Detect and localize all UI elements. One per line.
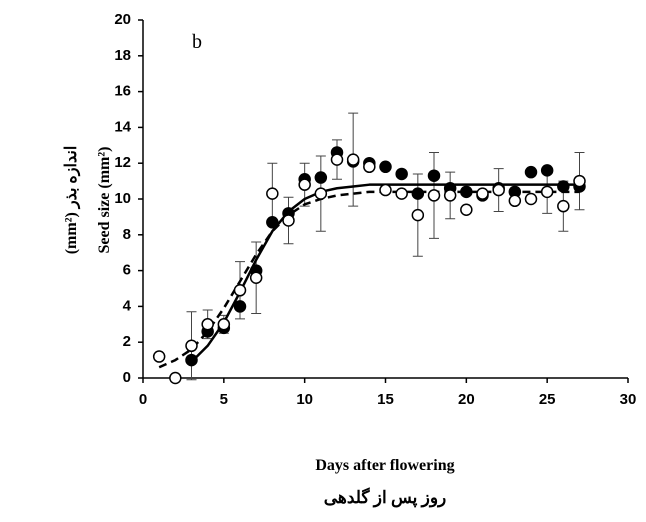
y-tick-label: 6: [123, 262, 131, 279]
data-point: [508, 194, 522, 208]
y-tick-label: 20: [114, 11, 131, 28]
data-point: [152, 350, 166, 363]
data-point: [282, 214, 295, 227]
data-point: [314, 171, 328, 184]
x-tick-label: 10: [296, 391, 313, 408]
data-point: [427, 169, 441, 182]
data-point: [411, 208, 425, 222]
y-tick-label: 10: [114, 190, 131, 207]
data-point: [540, 185, 554, 199]
data-point: [346, 153, 360, 166]
data-point: [298, 178, 311, 191]
data-point: [395, 187, 408, 200]
data-point: [460, 185, 473, 199]
data-point: [233, 284, 247, 297]
data-point: [573, 174, 586, 188]
y-tick-label: 4: [123, 297, 132, 314]
data-point: [476, 187, 489, 200]
x-tick-label: 30: [620, 391, 637, 408]
data-point: [411, 187, 425, 200]
x-tick-label: 5: [220, 391, 228, 408]
y-tick-label: 12: [114, 154, 131, 171]
data-point: [266, 216, 279, 229]
data-point: [363, 160, 376, 174]
data-point: [427, 189, 441, 202]
x-tick-label: 25: [539, 391, 556, 408]
data-point: [540, 164, 554, 177]
data-point: [557, 180, 570, 193]
data-point: [266, 187, 279, 200]
y-tick-label: 2: [123, 333, 131, 350]
data-point: [330, 153, 344, 166]
data-point: [492, 183, 505, 197]
x-tick-label: 0: [139, 391, 147, 408]
data-point: [557, 199, 570, 213]
data-point: [443, 189, 457, 202]
y-tick-label: 18: [114, 47, 131, 64]
data-point: [524, 192, 538, 206]
data-point: [460, 203, 473, 216]
data-point: [379, 160, 392, 174]
x-axis-label: Days after flowering: [315, 457, 454, 474]
y-tick-label: 8: [123, 226, 131, 243]
x-tick-label: 15: [377, 391, 394, 408]
data-point: [395, 167, 408, 181]
data-point: [524, 165, 538, 179]
data-point: [314, 187, 328, 200]
data-point: [185, 353, 198, 367]
data-point: [201, 318, 214, 331]
fit-line: [158, 190, 580, 369]
data-point: [217, 318, 231, 331]
data-point: [249, 271, 263, 285]
data-point: [379, 183, 392, 197]
y-axis-label: Seed size (mm²): [96, 147, 113, 254]
panel-label: b: [192, 31, 202, 53]
x-axis-label-fa: روز پس از گلدهی: [324, 487, 447, 508]
x-tick-label: 20: [458, 391, 475, 408]
data-point: [169, 371, 182, 385]
y-axis-label-fa: اندازه بذر (mm²): [63, 146, 81, 255]
data-point: [233, 300, 247, 313]
y-tick-label: 14: [114, 118, 131, 135]
y-tick-label: 16: [114, 83, 131, 100]
fit-line: [190, 183, 580, 363]
data-point: [185, 339, 198, 353]
y-tick-label: 0: [123, 369, 131, 386]
